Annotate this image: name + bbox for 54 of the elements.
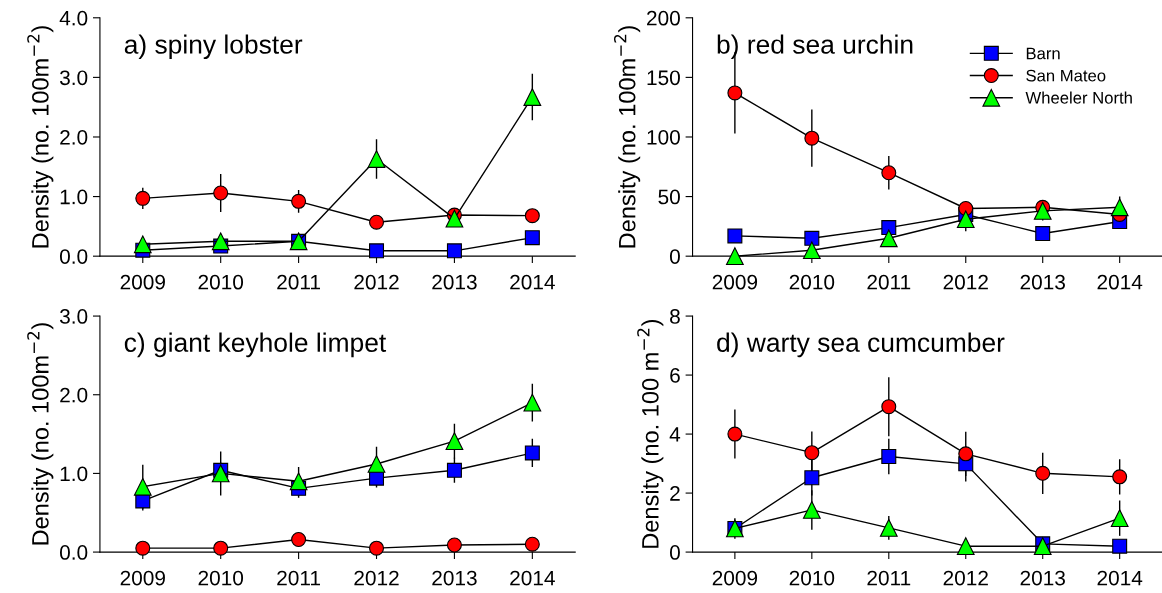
x-tick-label: 2013 [1020,274,1065,290]
x-tick-label: 2011 [277,570,320,586]
x-tick-label: 2009 [712,570,758,586]
x-tick-label: 2012 [943,570,988,586]
x-tick-label: 2012 [943,274,988,290]
x-tick-label: 2010 [198,570,244,586]
y-axis-title: Density (no. 100 m$^{−2}$) [637,319,664,548]
x-tick-label: 2014 [1097,570,1143,586]
y-tick-label: 8 [670,309,680,324]
x-tick-label: 2009 [120,274,165,290]
x-tick-label: 2013 [432,570,477,586]
y-tick-label: 50 [658,189,680,205]
y-axis-title: Density (no. 100m$^{−2}$) [27,323,54,545]
y-tick-label: 150 [647,70,680,86]
x-tick-label: 2012 [354,570,399,586]
y-tick-label: 1.0 [60,189,88,205]
text: b) red sea urchin [717,34,913,60]
legend-label: Barn [1026,47,1060,60]
text: d) warty sea cumcumber [717,332,1005,358]
y-tick-label: 0.0 [59,249,88,264]
x-tick-label: 2010 [198,274,244,290]
x-tick-label: 2009 [712,274,758,290]
y-tick-label: 2 [670,486,680,501]
y-axis-title: Density (no. 100m$^{−2}$) [613,26,641,248]
y-tick-label: 2.0 [60,129,88,145]
legend-label: Wheeler North [1025,91,1132,104]
x-tick-label: 2012 [354,274,399,290]
y-tick-label: 4 [669,427,681,442]
x-tick-label: 2013 [1020,570,1065,586]
x-tick-label: 2011 [867,570,911,586]
x-tick-label: 2014 [510,274,555,290]
x-tick-label: 2009 [120,570,165,586]
x-tick-label: 2010 [789,570,835,586]
x-tick-label: 2011 [277,274,320,290]
y-tick-label: 6 [670,368,680,383]
x-tick-label: 2014 [510,570,555,586]
y-tick-label: 100 [647,129,680,145]
text: c) giant keyhole limpet [124,332,387,358]
legend-label: San Mateo [1026,69,1106,82]
x-tick-label: 2010 [789,274,835,290]
y-tick-label: 1.0 [60,466,88,482]
text: a) spiny lobster [124,34,303,60]
y-tick-label: 2.0 [60,387,88,403]
y-tick-label: 200 [647,10,680,26]
y-tick-label: 3.0 [59,70,88,86]
y-tick-label: 0 [669,249,680,264]
y-tick-label: 3.0 [59,309,88,324]
y-tick-label: 0.0 [59,545,88,560]
x-tick-label: 2013 [432,274,477,290]
y-axis-title: Density (no. 100m$^{−2}$) [27,26,54,248]
x-tick-label: 2014 [1097,274,1143,290]
x-tick-label: 2011 [867,274,911,290]
y-tick-label: 4.0 [59,10,88,26]
y-tick-label: 0 [669,545,680,560]
